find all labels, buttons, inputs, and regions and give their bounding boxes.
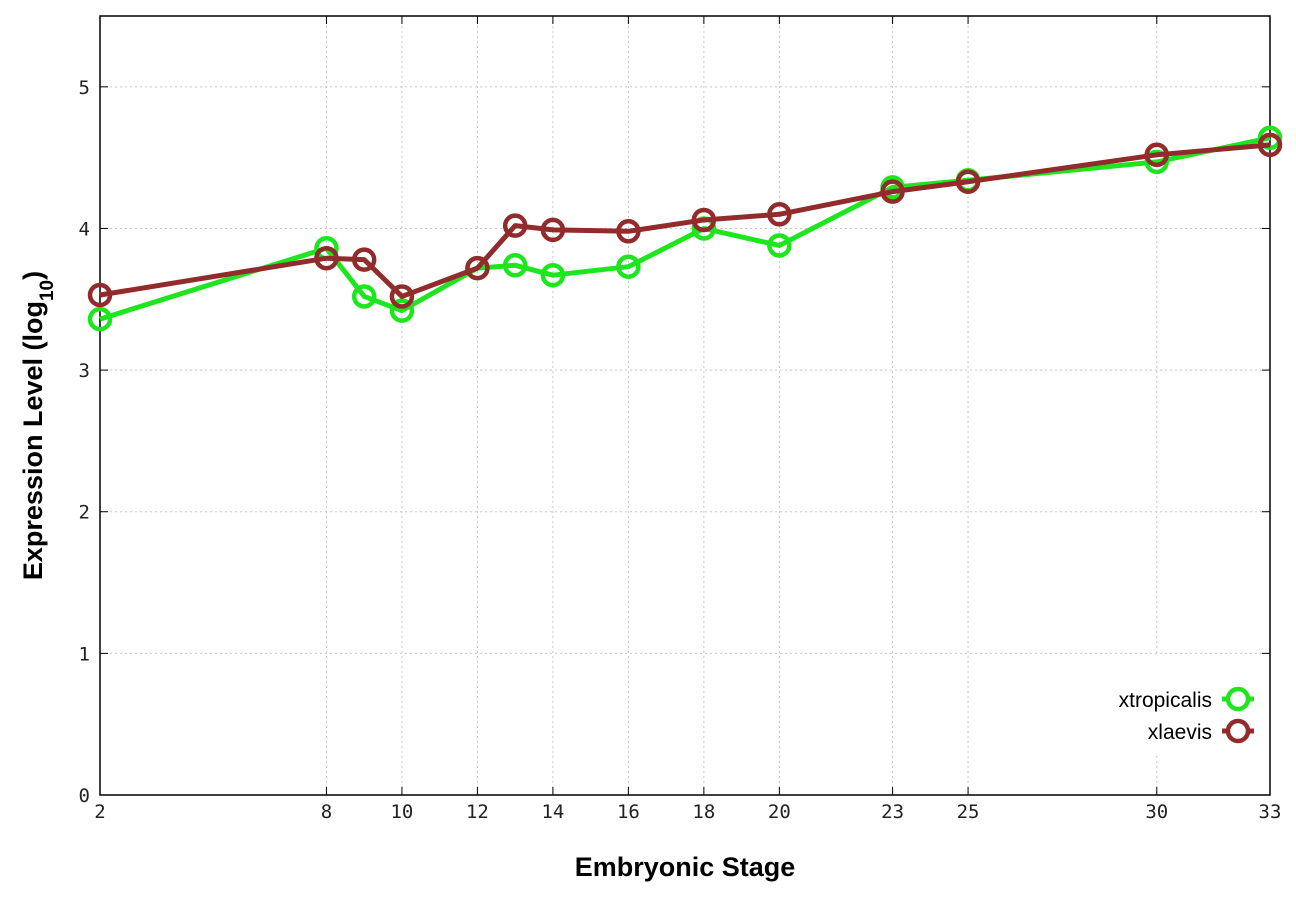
- axis-ticks: [99, 16, 1271, 796]
- data-point-xlaevis: [465, 255, 490, 281]
- y-axis-title-main: Expression Level (log: [18, 301, 48, 580]
- y-tick-label: 2: [79, 502, 90, 524]
- legend-label-xlaevis: xlaevis: [1148, 721, 1212, 744]
- data-point-xlaevis: [540, 217, 566, 243]
- x-tick-labels: 2 8 10 12 14 16 18 20 23 25 30 33: [94, 801, 1281, 823]
- data-point-xtropicalis: [767, 233, 792, 258]
- series-layer: [87, 125, 1283, 332]
- legend-marker-xtropicalis: [1225, 686, 1251, 712]
- data-point-xtropicalis: [87, 306, 113, 332]
- legend-label-xtropicalis: xtropicalis: [1119, 689, 1212, 712]
- data-point-xtropicalis: [1257, 125, 1283, 151]
- y-tick-label: 5: [79, 77, 90, 99]
- x-tick-label: 14: [541, 801, 564, 823]
- data-point-xtropicalis: [540, 262, 566, 288]
- data-point-xlaevis: [502, 213, 528, 238]
- y-tick-label: 4: [79, 218, 90, 240]
- x-tick-label: 16: [617, 801, 640, 823]
- x-tick-label: 33: [1259, 801, 1282, 823]
- data-point-xlaevis: [314, 245, 339, 271]
- data-point-xtropicalis: [616, 254, 641, 279]
- y-tick-label: 3: [79, 360, 90, 382]
- data-point-xtropicalis: [351, 284, 377, 309]
- data-point-xlaevis: [691, 207, 717, 233]
- data-point-xlaevis: [351, 247, 377, 272]
- x-tick-label: 8: [321, 801, 332, 823]
- y-axis-title-subscript: 10: [37, 280, 58, 301]
- y-tick-label: 0: [79, 785, 90, 807]
- x-tick-label: 25: [957, 801, 980, 823]
- data-point-xlaevis: [389, 284, 415, 309]
- y-tick-label: 1: [79, 643, 90, 665]
- data-point-xlaevis: [87, 282, 113, 308]
- data-point-xlaevis: [880, 179, 905, 204]
- x-tick-label: 18: [692, 801, 715, 823]
- data-point-xtropicalis: [1144, 149, 1170, 175]
- data-point-xlaevis: [616, 219, 641, 244]
- data-point-xlaevis: [1144, 142, 1170, 168]
- x-axis-title: Embryonic Stage: [575, 852, 796, 882]
- x-tick-label: 10: [390, 801, 413, 823]
- x-tick-label: 12: [466, 801, 489, 823]
- grid-lines: [100, 16, 1270, 795]
- y-axis-title-close: ): [18, 271, 48, 280]
- data-point-xtropicalis: [502, 253, 528, 278]
- data-point-xlaevis: [1257, 132, 1283, 158]
- x-tick-label: 23: [881, 801, 904, 823]
- x-tick-label: 2: [94, 801, 105, 823]
- y-axis-title: Expression Level (log10): [18, 271, 58, 580]
- series-xlaevis: [87, 132, 1283, 309]
- x-tick-label: 20: [768, 801, 791, 823]
- x-tick-label: 30: [1145, 801, 1168, 823]
- legend-marker-xlaevis: [1225, 718, 1251, 744]
- y-tick-labels: 0 1 2 3 4 5: [79, 77, 90, 807]
- legend: xtropicalis xlaevis: [1072, 655, 1264, 755]
- data-point-xtropicalis: [389, 298, 415, 323]
- legend-swatches: [1222, 686, 1254, 744]
- plot-frame: [99, 15, 1271, 796]
- data-point-xlaevis: [767, 202, 792, 227]
- data-point-xlaevis: [955, 169, 981, 194]
